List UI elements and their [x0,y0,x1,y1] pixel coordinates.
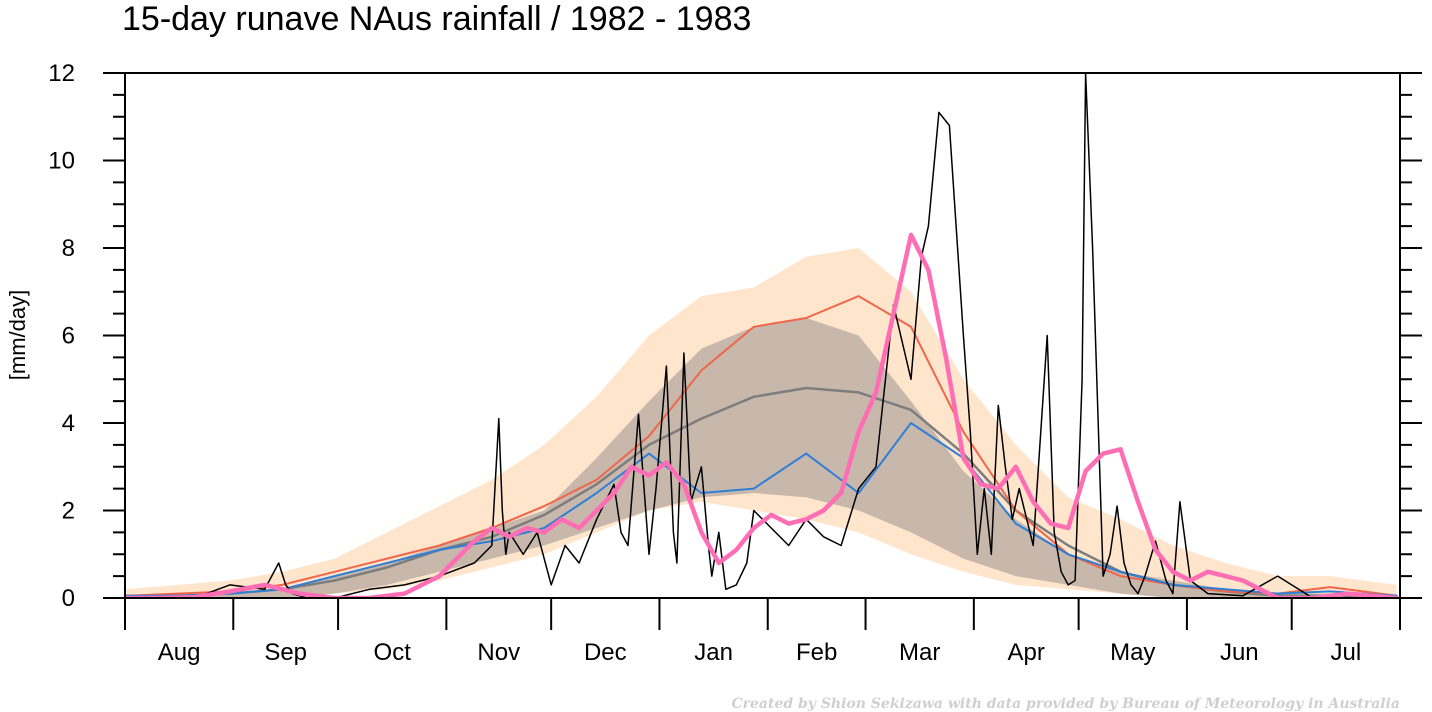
y-tick-label: 12 [48,60,75,87]
y-tick-label: 2 [62,498,75,525]
plot-area [125,73,1399,598]
y-tick-label: 0 [62,585,75,612]
x-tick-label: Nov [477,639,520,666]
y-tick-label: 6 [62,323,75,350]
y-tick-label: 4 [62,410,75,437]
line-runave [125,232,1399,598]
chart-title: 15-day runave NAus rainfall / 1982 - 198… [122,0,751,38]
series-group [125,73,1399,598]
x-tick-label: May [1110,639,1155,666]
y-tick-label: 8 [62,235,75,262]
x-tick-label: Jun [1220,639,1259,666]
x-tick-label: Mar [899,639,940,666]
x-tick-label: Dec [584,639,627,666]
band-inner-band [125,318,1397,598]
x-tick-label: Apr [1008,639,1045,666]
axes: 0 2 4 6 8 10 12 Aug Sep Oct Nov Dec Jan Feb Mar Apr May J… [48,60,1422,666]
x-tick-label: Jul [1331,639,1362,666]
x-tick-label: Feb [796,639,837,666]
x-tick-label: Oct [374,639,412,666]
credit-text: Created by Shion Sekizawa with data prov… [731,696,1400,712]
x-tick-label: Sep [264,639,307,666]
x-tick-label: Jan [694,639,733,666]
y-tick-label: 10 [48,148,75,175]
y-axis-label: [mm/day] [5,290,30,380]
x-tick-label: Aug [158,639,201,666]
